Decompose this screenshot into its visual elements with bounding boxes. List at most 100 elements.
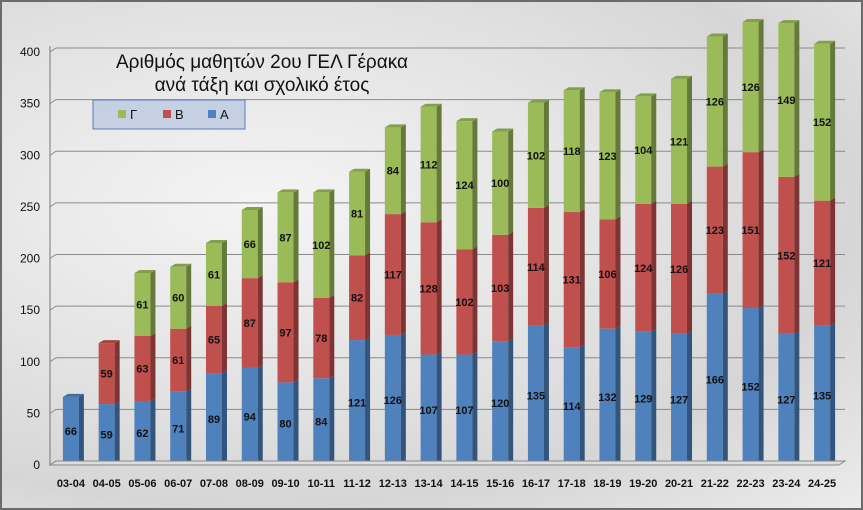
bar-segment-Γ [492, 128, 514, 235]
bar-front [671, 203, 688, 334]
data-label: 126 [741, 82, 759, 94]
bar-segment-Β [313, 294, 335, 379]
bar-segment-Γ [313, 189, 335, 298]
bar-segment-Γ [742, 19, 764, 153]
data-label: 152 [741, 382, 759, 394]
bar-segment-Β [527, 204, 549, 326]
legend-swatch-Γ [118, 110, 126, 118]
bar-front [205, 373, 222, 465]
y-tick-label: 0 [33, 458, 40, 472]
bar-side [651, 328, 657, 465]
x-axis-floor [48, 460, 847, 466]
bar-segment-Α [599, 325, 621, 465]
data-label: 126 [706, 97, 724, 109]
bar-front [778, 23, 795, 177]
bar-segment-Β [778, 173, 800, 334]
bar-segment-Γ [706, 33, 728, 167]
data-label: 61 [208, 270, 220, 282]
bar-front [492, 341, 509, 465]
x-tick-label: 16-17 [522, 478, 550, 490]
y-tick-label: 350 [20, 97, 40, 111]
bar-front [277, 382, 294, 465]
bar-top [671, 75, 693, 79]
bar-segment-Β [635, 200, 657, 332]
bar-side [794, 330, 800, 465]
bar-segment-Β [384, 211, 406, 335]
legend-swatch-Β [163, 110, 171, 118]
data-label: 59 [101, 369, 113, 381]
bar-top [277, 189, 299, 193]
x-tick-label: 12-13 [379, 478, 407, 490]
bar-top [599, 89, 621, 93]
bar-side [78, 393, 84, 465]
bar-side [221, 240, 227, 306]
data-label: 151 [741, 225, 759, 237]
bar-segment-Β [814, 197, 836, 326]
bar-front [456, 354, 473, 465]
bar-top [205, 240, 227, 244]
data-label: 129 [634, 393, 652, 405]
bar-segment-Γ [814, 40, 836, 201]
bar-top [527, 99, 549, 103]
data-label: 80 [279, 419, 291, 431]
bar-segment-Β [420, 219, 442, 355]
bar-front [814, 325, 831, 465]
title-line-1: Αριθμός μαθητών 2ου ΓΕΛ Γέρακα [116, 52, 408, 73]
data-label: 121 [348, 398, 366, 410]
data-label: 97 [279, 327, 291, 339]
bar-side [543, 204, 549, 326]
bar-front [599, 219, 616, 329]
bar-side [472, 118, 478, 250]
bar-side [543, 99, 549, 208]
bar-side [436, 219, 442, 355]
bar-segment-Α [205, 370, 227, 465]
bar-side [221, 302, 227, 374]
bar-top [313, 189, 335, 193]
bar-side [794, 173, 800, 334]
x-tick-label: 22-23 [736, 478, 764, 490]
data-label: 123 [706, 225, 724, 237]
bar-front [313, 378, 330, 465]
data-label: 121 [670, 136, 688, 148]
y-tick-label: 250 [20, 200, 40, 214]
bar-segment-Γ [635, 93, 657, 204]
data-label: 81 [351, 209, 363, 221]
bar-side [579, 87, 585, 213]
bar-side [722, 290, 728, 465]
x-tick-label: 19-20 [629, 478, 657, 490]
data-label: 100 [491, 178, 509, 190]
x-tick-label: 13-14 [415, 478, 444, 490]
bar-side [365, 168, 371, 256]
bar-front [134, 272, 151, 336]
bar-front [456, 121, 473, 250]
bar-front [349, 255, 366, 341]
y-tick-label: 300 [20, 148, 40, 162]
bar-side [150, 332, 156, 401]
bar-side [293, 279, 299, 383]
bar-top [170, 263, 192, 267]
data-label: 114 [563, 401, 582, 413]
bar-front [170, 391, 187, 465]
bar-segment-Γ [599, 89, 621, 220]
data-label: 107 [419, 405, 437, 417]
bar-segment-Α [527, 322, 549, 465]
bar-side [722, 163, 728, 294]
bar-segment-Β [742, 149, 764, 309]
bar-side [436, 103, 442, 223]
bar-side [114, 401, 120, 465]
bar-side [651, 200, 657, 332]
data-label: 84 [315, 417, 328, 429]
x-tick-label: 11-12 [343, 478, 371, 490]
bar-segment-Β [706, 163, 728, 294]
bar-side [830, 40, 836, 201]
data-label: 94 [244, 411, 257, 423]
bar-top [563, 87, 585, 91]
bar-front [384, 214, 401, 335]
bar-segment-Γ [170, 263, 192, 329]
bar-front [814, 43, 831, 201]
bar-front [205, 243, 222, 306]
bar-front [98, 404, 115, 465]
bar-front [241, 278, 258, 368]
bar-front [349, 340, 366, 465]
bar-side [830, 322, 836, 465]
